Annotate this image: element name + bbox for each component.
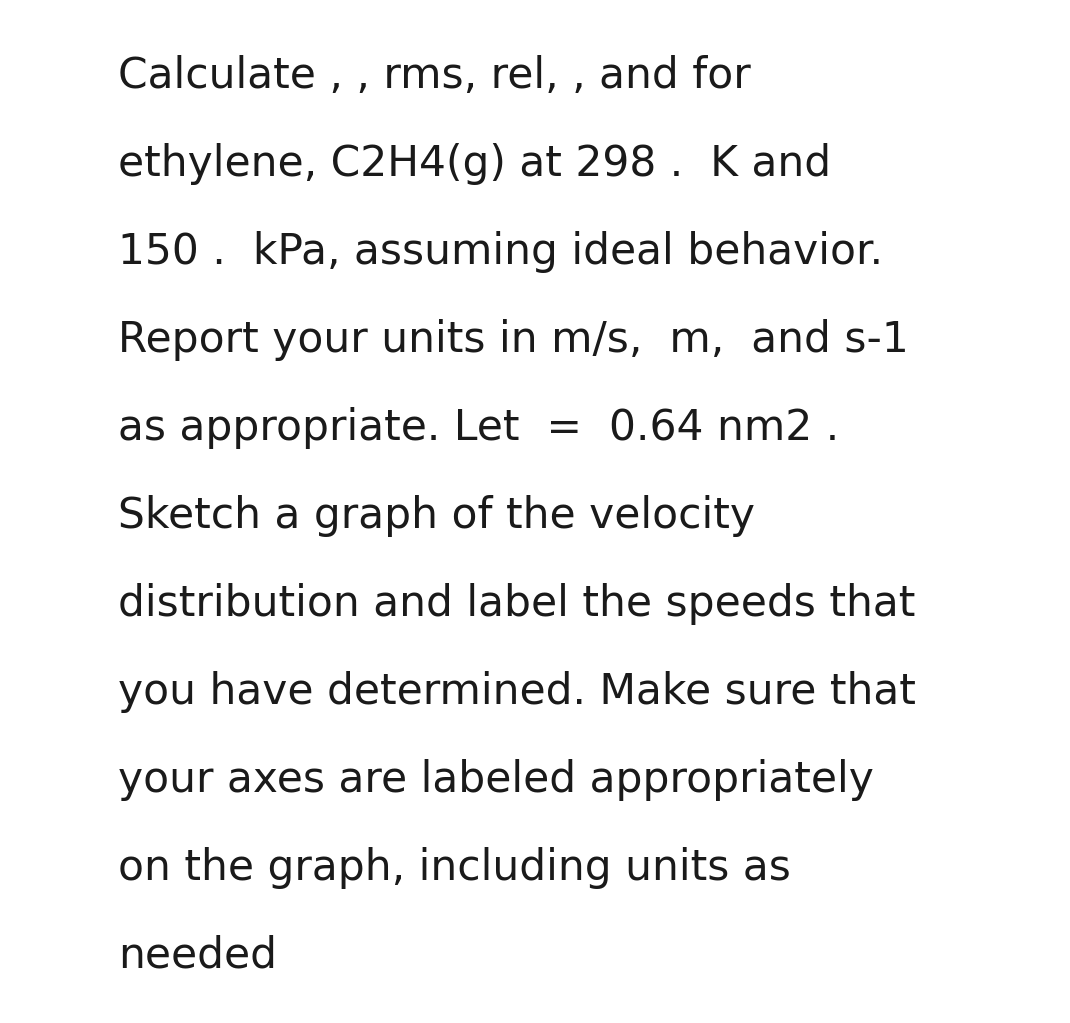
- Text: Report your units in m/s,  m,  and s-1: Report your units in m/s, m, and s-1: [118, 319, 908, 361]
- Text: Calculate , , rms, rel, , and for: Calculate , , rms, rel, , and for: [118, 55, 751, 97]
- Text: needed: needed: [118, 935, 277, 977]
- Text: ethylene, C2H4(g) at 298 .  K and: ethylene, C2H4(g) at 298 . K and: [118, 143, 831, 185]
- Text: Sketch a graph of the velocity: Sketch a graph of the velocity: [118, 495, 755, 537]
- Text: distribution and label the speeds that: distribution and label the speeds that: [118, 583, 915, 625]
- Text: you have determined. Make sure that: you have determined. Make sure that: [118, 671, 916, 713]
- Text: as appropriate. Let  =  0.64 nm2 .: as appropriate. Let = 0.64 nm2 .: [118, 407, 839, 449]
- Text: 150 .  kPa, assuming ideal behavior.: 150 . kPa, assuming ideal behavior.: [118, 231, 883, 273]
- Text: your axes are labeled appropriately: your axes are labeled appropriately: [118, 759, 874, 801]
- Text: on the graph, including units as: on the graph, including units as: [118, 847, 791, 889]
